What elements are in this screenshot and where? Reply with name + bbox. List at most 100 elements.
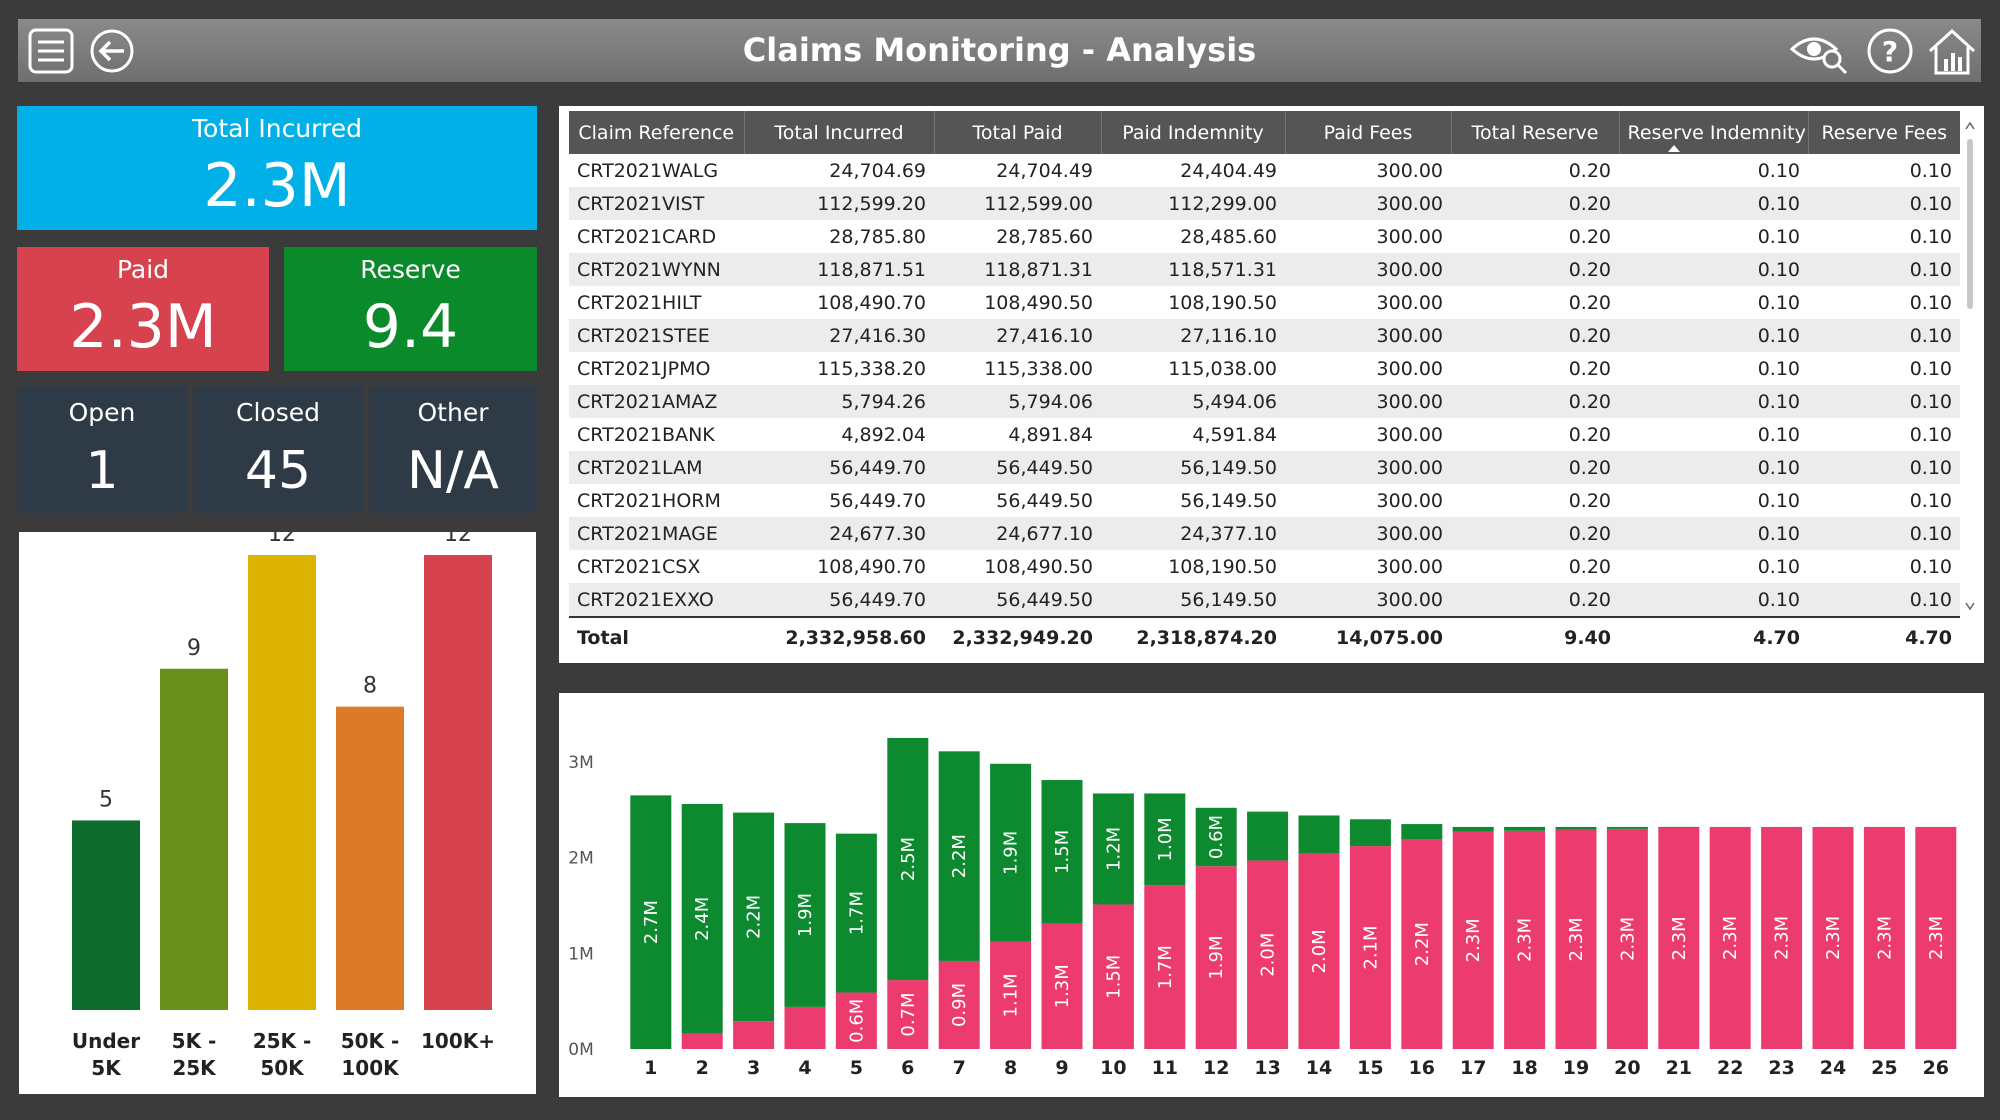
kpi-label: Total Incurred <box>192 114 362 143</box>
table-cell: 0.20 <box>1451 517 1619 550</box>
table-cell: 56,449.70 <box>744 451 934 484</box>
table-cell: CRT2021AMAZ <box>569 385 744 418</box>
bar-segment <box>1915 826 1957 1049</box>
table-cell: 27,416.30 <box>744 319 934 352</box>
nav-icons[interactable] <box>28 27 138 75</box>
table-cell: 0.20 <box>1568 423 1611 446</box>
bar-segment <box>938 960 980 1049</box>
bar-segment <box>1709 826 1751 1049</box>
table-cell: 0.10 <box>1619 319 1808 352</box>
table-cell: CRT2021LAM <box>569 451 744 484</box>
stacked-chart-panel: 0M 1M 2M 3M 1 2.7M 2 2.4M 3 2.2M 4 1.9M 5 0.6M 1.7M 6 0.… <box>559 693 1984 1097</box>
table-cell: 0.10 <box>1757 357 1800 380</box>
table-row: CRT2021MAGE 24,677.30 24,677.10 24,377.10 30… <box>569 517 1960 550</box>
data-label: 2.3M <box>1926 916 1947 960</box>
total-cell: 4.70 <box>1619 616 1808 658</box>
data-label: 2.5M <box>898 837 919 881</box>
table-cell: 0.10 <box>1757 159 1800 182</box>
table-cell: 24,704.49 <box>996 159 1093 182</box>
table-cell: CRT2021WALG <box>577 159 719 182</box>
scrollbar[interactable] <box>1962 111 1978 621</box>
x-tick-label: 7 <box>953 1057 966 1079</box>
bar-segment <box>1812 826 1854 1049</box>
column-header: Total Reserve <box>1450 111 1619 154</box>
table-cell: 56,449.50 <box>934 451 1101 484</box>
table-cell: 115,338.00 <box>984 357 1093 380</box>
data-label: 1.7M <box>1155 945 1176 989</box>
table-cell: 300.00 <box>1376 357 1443 380</box>
x-tick-label: 3 <box>747 1057 760 1079</box>
bar-segment <box>1247 811 1289 861</box>
table-cell: CRT2021VIST <box>569 187 744 220</box>
table-cell: 108,190.50 <box>1168 555 1277 578</box>
table-cell: 0.10 <box>1808 253 1960 286</box>
table-panel: Claim Reference Total Incurred Total Paid P… <box>559 106 1984 663</box>
table-cell: 27,416.10 <box>934 319 1101 352</box>
table-cell: 4,892.04 <box>841 423 926 446</box>
table-cell: 0.10 <box>1619 187 1808 220</box>
column-header: Reserve Fees <box>1807 111 1960 154</box>
kpi-value: 45 <box>244 441 312 501</box>
kpi-value: 1 <box>85 441 119 501</box>
table-cell: 0.20 <box>1568 159 1611 182</box>
table-cell: 0.10 <box>1757 423 1800 446</box>
table-cell: 0.10 <box>1757 225 1800 248</box>
bar-chart-panel: 5 9 12 8 12 Under 5K 5K - 25K 25K - 50K 50K - 1… <box>19 532 536 1094</box>
total-cell: Total <box>569 616 744 658</box>
table-cell: 0.20 <box>1568 555 1611 578</box>
column-header: Total Paid <box>933 111 1101 154</box>
x-tick-label: 10 <box>1100 1057 1126 1079</box>
x-tick-label: 5 <box>850 1057 863 1079</box>
kpi-card: Other N/A <box>369 386 537 513</box>
table-cell: CRT2021CSX <box>577 555 701 578</box>
data-label: 2.3M <box>1874 916 1895 960</box>
stacked-bar-chart: 0M 1M 2M 3M 1 2.7M 2 2.4M 3 2.2M 4 1.9M 5 0.6M 1.7M 6 0.… <box>568 737 1957 1079</box>
table-cell: 0.10 <box>1757 555 1800 578</box>
bar-segment <box>1504 826 1546 831</box>
table-cell: 28,785.80 <box>829 225 926 248</box>
kpi-label: Other <box>417 398 489 427</box>
bar-segment <box>1401 839 1443 1049</box>
bar-segment <box>1195 807 1237 867</box>
table-cell: 56,449.70 <box>744 583 934 617</box>
bar-segment <box>1555 826 1597 830</box>
table-cell: CRT2021STEE <box>569 319 744 352</box>
data-label: 9 <box>187 636 201 661</box>
x-tick-label: 13 <box>1254 1057 1280 1079</box>
action-icons[interactable]: ? <box>1788 25 1978 77</box>
bar-segment <box>938 751 980 961</box>
kpi-card: Open 1 <box>17 386 187 513</box>
table-cell: 0.10 <box>1909 225 1952 248</box>
table-cell: CRT2021MAGE <box>569 517 744 550</box>
table-cell: 0.10 <box>1909 159 1952 182</box>
table-cell: 112,599.00 <box>934 187 1101 220</box>
table-cell: 300.00 <box>1285 517 1451 550</box>
table-cell: CRT2021HORM <box>577 489 721 512</box>
table-cell: 0.10 <box>1909 489 1952 512</box>
table-cell: 27,116.10 <box>1101 319 1285 352</box>
table-cell: 108,490.50 <box>984 291 1093 314</box>
table-cell: 108,490.50 <box>984 555 1093 578</box>
table-cell: 300.00 <box>1285 385 1451 418</box>
table-cell: 115,338.20 <box>817 357 926 380</box>
table-cell: 0.10 <box>1808 187 1960 220</box>
x-tick-label: 15 <box>1357 1057 1383 1079</box>
x-tick-label: 9 <box>1055 1057 1068 1079</box>
table-cell: 28,485.60 <box>1180 225 1277 248</box>
table-cell: 5,794.06 <box>934 385 1101 418</box>
table-cell: 108,490.70 <box>817 291 926 314</box>
table-cell: 0.10 <box>1808 319 1960 352</box>
data-label: 1.1M <box>1001 973 1022 1017</box>
table-cell: 0.10 <box>1909 423 1952 446</box>
table-row: CRT2021BANK 4,892.04 4,891.84 4,591.84 300.0… <box>569 418 1960 451</box>
table-row: CRT2021LAM 56,449.70 56,449.50 56,149.50 300… <box>569 451 1960 484</box>
data-label: 1.9M <box>795 893 816 937</box>
bar <box>336 706 404 1010</box>
table-cell: 56,149.50 <box>1101 451 1285 484</box>
table-cell: CRT2021WYNN <box>569 253 744 286</box>
table-row: CRT2021HORM 56,449.70 56,449.50 56,149.50 30… <box>569 484 1960 517</box>
data-label: 12 <box>268 532 296 547</box>
x-tick-label: 14 <box>1306 1057 1332 1079</box>
table-cell: 24,677.10 <box>934 517 1101 550</box>
